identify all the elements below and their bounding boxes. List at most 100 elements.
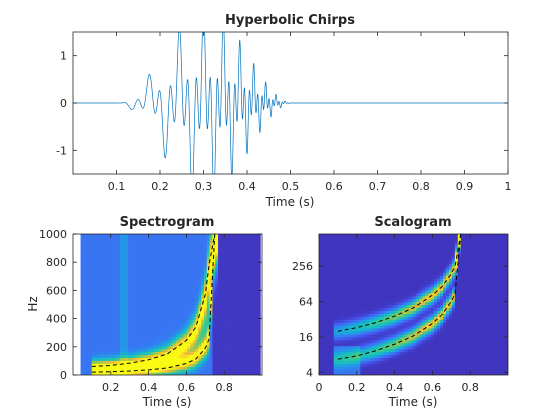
- spectrogram-cell: [147, 325, 152, 329]
- spectrogram-cell: [128, 242, 132, 247]
- spectrogram-cell: [88, 245, 93, 250]
- spectrogram-cell: [156, 372, 160, 375]
- spectrogram-cell: [232, 348, 236, 353]
- spectrogram-cell: [80, 363, 84, 367]
- spectrogram-cell: [164, 289, 169, 294]
- scalogram-cell: [342, 248, 347, 253]
- scalogram-cell: [324, 328, 329, 332]
- scalogram-cell: [333, 263, 338, 267]
- spectrogram-y-label: Hz: [26, 296, 40, 311]
- spectrogram-cell: [111, 369, 115, 373]
- spectrogram-cell: [136, 242, 141, 247]
- scalogram-cell: [428, 342, 432, 347]
- spectrogram-cell: [114, 245, 118, 250]
- scalogram-cell: [369, 316, 373, 320]
- scalogram-cell: [366, 278, 370, 282]
- spectrogram-cell: [223, 278, 228, 282]
- spectrogram-cell: [243, 239, 247, 244]
- scalogram-cell: [354, 242, 358, 247]
- spectrogram-cell: [80, 310, 84, 314]
- spectrogram-cell: [136, 292, 141, 297]
- spectrogram-cell: [175, 345, 180, 350]
- scalogram-cell: [395, 372, 400, 375]
- spectrogram-cell: [100, 242, 104, 247]
- scalogram-cell: [395, 345, 400, 350]
- spectrogram-cell: [103, 281, 107, 285]
- scalogram-cell: [369, 348, 373, 353]
- spectrogram-cell: [103, 292, 107, 297]
- spectrogram-cell: [114, 372, 118, 375]
- scalogram-cell: [339, 301, 344, 306]
- scalogram-cell: [401, 254, 406, 259]
- spectrogram-cell: [198, 295, 202, 300]
- spectrogram-cell: [94, 272, 98, 276]
- scalogram-cell: [392, 289, 397, 294]
- spectrogram-cell: [122, 298, 127, 303]
- scalogram-cell: [372, 307, 376, 311]
- spectrogram-cell: [139, 342, 143, 347]
- spectrogram-cell: [117, 266, 121, 270]
- spectrogram-cell: [226, 345, 230, 350]
- spectrogram-cell: [128, 263, 132, 267]
- spectrogram-cell: [220, 319, 225, 323]
- scalogram-cell: [319, 286, 323, 291]
- scalogram-cell: [428, 260, 432, 264]
- spectrogram-cell: [159, 339, 163, 344]
- scalogram-cell: [369, 275, 373, 279]
- spectrogram-cell: [83, 322, 87, 326]
- spectrogram-cell: [83, 248, 87, 253]
- spectrogram-cell: [147, 363, 152, 367]
- spectrogram-cell: [119, 236, 124, 241]
- scalogram-cell: [395, 298, 400, 303]
- spectrogram-cell: [254, 301, 258, 306]
- spectrogram-cell: [246, 339, 250, 344]
- spectrogram-cell: [94, 322, 98, 326]
- spectrogram-cell: [215, 316, 219, 320]
- scalogram-cell: [416, 239, 420, 244]
- scalogram-cell: [386, 336, 391, 341]
- scalogram-cell: [404, 363, 409, 367]
- spectrogram-cell: [136, 333, 141, 338]
- scalogram-cell: [395, 245, 400, 250]
- spectrogram-cell: [94, 330, 98, 335]
- spectrogram-cell: [91, 254, 96, 259]
- spectrogram-cell: [189, 260, 194, 264]
- scalogram-cell: [381, 301, 385, 306]
- spectrogram-cell: [139, 339, 143, 344]
- scalogram-cell: [363, 275, 367, 279]
- spectrogram-cell: [254, 360, 258, 364]
- spectrogram-cell: [131, 360, 135, 364]
- spectrogram-cell: [161, 236, 166, 241]
- scalogram-cell: [348, 351, 353, 356]
- scalogram-cell: [345, 307, 350, 311]
- scalogram-cell: [342, 301, 347, 306]
- scalogram-cell: [357, 339, 361, 344]
- spectrogram-cell: [94, 234, 98, 238]
- scalogram-cell: [324, 266, 329, 270]
- scalogram-cell: [372, 275, 376, 279]
- scalogram-cell: [345, 345, 350, 350]
- spectrogram-cell: [209, 292, 214, 297]
- spectrogram-cell: [212, 336, 216, 341]
- spectrogram-cell: [234, 281, 239, 285]
- scalogram-cell: [422, 269, 426, 273]
- scalogram-cell: [413, 278, 418, 282]
- scalogram-cell: [386, 242, 391, 247]
- scalogram-cell: [319, 251, 323, 256]
- scalogram-cell: [404, 275, 409, 279]
- spectrogram-cell: [100, 342, 104, 347]
- scalogram-cell: [360, 272, 364, 276]
- spectrogram-cell: [164, 275, 169, 279]
- spectrogram-cell: [91, 310, 96, 314]
- spectrogram-cell: [153, 254, 157, 259]
- spectrogram-cell: [246, 366, 250, 370]
- spectrogram-cell: [248, 357, 253, 361]
- spectrogram-cell: [105, 357, 110, 361]
- scalogram-cell: [404, 342, 409, 347]
- spectrogram-cell: [181, 360, 185, 364]
- spectrogram-cell: [212, 301, 216, 306]
- spectrogram-cell: [122, 239, 127, 244]
- spectrogram-cell: [232, 272, 236, 276]
- spectrogram-cell: [237, 372, 242, 375]
- spectrogram-cell: [145, 278, 149, 282]
